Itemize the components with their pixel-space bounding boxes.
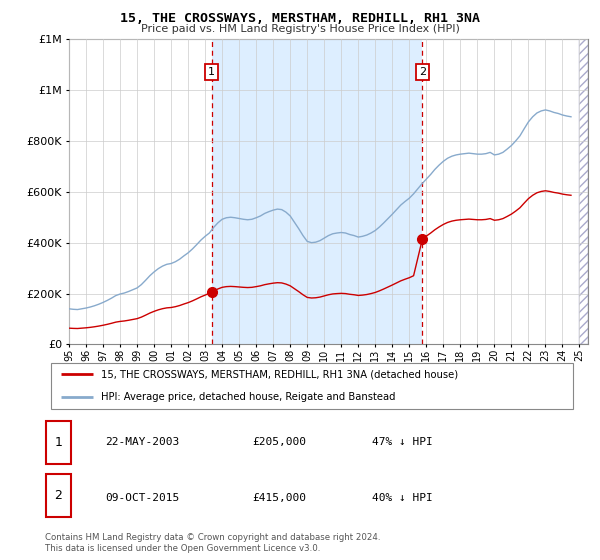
Text: Contains HM Land Registry data © Crown copyright and database right 2024.
This d: Contains HM Land Registry data © Crown c… [45,533,380,553]
FancyBboxPatch shape [46,474,71,517]
Text: £415,000: £415,000 [252,493,306,503]
Text: 15, THE CROSSWAYS, MERSTHAM, REDHILL, RH1 3NA (detached house): 15, THE CROSSWAYS, MERSTHAM, REDHILL, RH… [101,369,458,379]
Bar [580,39,588,344]
Bar [212,39,422,344]
FancyBboxPatch shape [50,363,574,409]
Text: Price paid vs. HM Land Registry's House Price Index (HPI): Price paid vs. HM Land Registry's House … [140,24,460,34]
Text: 2: 2 [419,67,426,77]
Text: 09-OCT-2015: 09-OCT-2015 [105,493,179,503]
FancyBboxPatch shape [46,421,71,464]
Text: HPI: Average price, detached house, Reigate and Banstead: HPI: Average price, detached house, Reig… [101,391,395,402]
Text: 2: 2 [55,489,62,502]
Text: 40% ↓ HPI: 40% ↓ HPI [372,493,433,503]
Text: £205,000: £205,000 [252,437,306,447]
Text: 15, THE CROSSWAYS, MERSTHAM, REDHILL, RH1 3NA: 15, THE CROSSWAYS, MERSTHAM, REDHILL, RH… [120,12,480,25]
Text: 22-MAY-2003: 22-MAY-2003 [105,437,179,447]
Text: 1: 1 [55,436,62,449]
Text: 47% ↓ HPI: 47% ↓ HPI [372,437,433,447]
Text: 1: 1 [208,67,215,77]
